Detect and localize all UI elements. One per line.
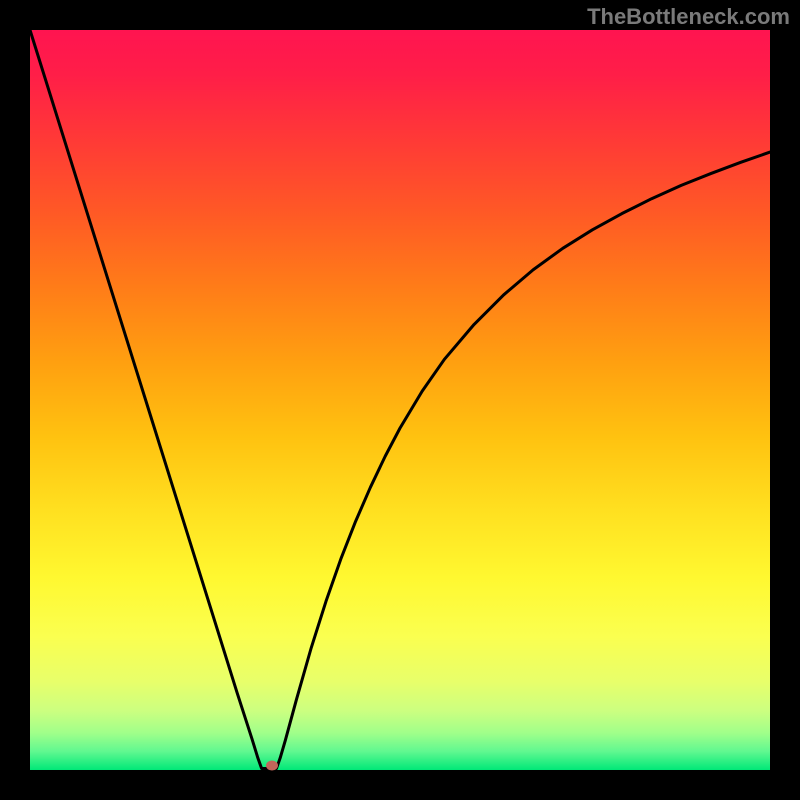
plot-background [30,30,770,770]
watermark-label: TheBottleneck.com [587,4,790,30]
optimal-marker [266,761,278,771]
chart-container: TheBottleneck.com [0,0,800,800]
bottleneck-chart [0,0,800,800]
